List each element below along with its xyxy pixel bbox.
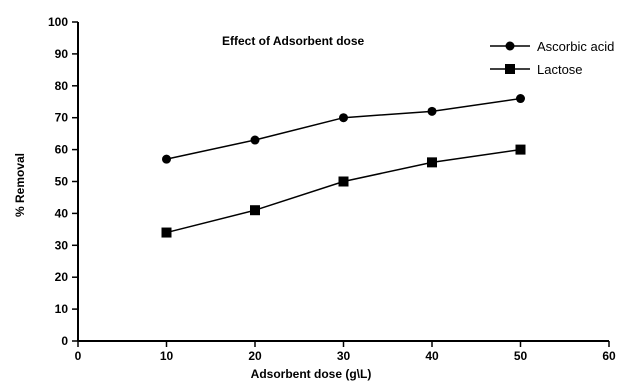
legend-item-lactose: Lactose <box>490 62 583 77</box>
data-point-ascorbic-acid <box>516 94 525 104</box>
y-tick-label: 0 <box>61 334 68 348</box>
data-point-lactose <box>338 176 349 187</box>
y-tick-label: 90 <box>55 47 69 61</box>
x-tick-label: 30 <box>337 349 351 363</box>
data-point-ascorbic-acid <box>427 106 437 116</box>
y-tick-label: 60 <box>55 143 69 157</box>
legend-item-ascorbic-acid: Ascorbic acid <box>490 39 614 54</box>
y-axis-ticks: 0 10 20 30 40 50 60 70 80 90 100 <box>48 15 78 348</box>
data-point-ascorbic-acid <box>250 135 260 145</box>
x-axis-title: Adsorbent dose (g\L) <box>251 367 372 381</box>
series-line-lactose <box>166 148 521 234</box>
chart-title: Effect of Adsorbent dose <box>222 34 365 48</box>
y-tick-label: 50 <box>55 175 69 189</box>
y-tick-label: 80 <box>55 79 69 93</box>
data-point-lactose <box>250 205 260 216</box>
x-tick-label: 60 <box>602 349 616 363</box>
x-axis-ticks: 0 10 20 30 40 50 60 <box>75 341 616 363</box>
x-tick-label: 0 <box>75 349 82 363</box>
series-layer <box>161 94 526 238</box>
y-tick-label: 70 <box>55 111 69 125</box>
legend-label-lactose: Lactose <box>537 62 583 77</box>
legend-label-ascorbic-acid: Ascorbic acid <box>537 39 614 54</box>
data-point-lactose <box>515 144 526 155</box>
data-point-ascorbic-acid <box>339 113 348 123</box>
x-tick-label: 40 <box>425 349 439 363</box>
legend-marker-ascorbic-acid <box>505 41 515 51</box>
x-tick-label: 10 <box>160 349 174 363</box>
y-tick-label: 40 <box>55 206 69 220</box>
legend: Ascorbic acid Lactose <box>490 39 614 77</box>
data-point-lactose <box>161 227 172 238</box>
y-tick-label: 10 <box>55 302 69 316</box>
x-tick-label: 20 <box>248 349 262 363</box>
y-axis-title: % Removal <box>13 153 27 217</box>
y-tick-label: 20 <box>55 270 69 284</box>
data-point-lactose <box>427 157 437 168</box>
x-tick-label: 50 <box>514 349 528 363</box>
data-point-ascorbic-acid <box>162 154 171 164</box>
y-tick-label: 100 <box>48 15 68 29</box>
y-tick-label: 30 <box>55 238 69 252</box>
legend-marker-lactose <box>505 64 515 74</box>
series-line-ascorbic-acid <box>166 97 521 160</box>
